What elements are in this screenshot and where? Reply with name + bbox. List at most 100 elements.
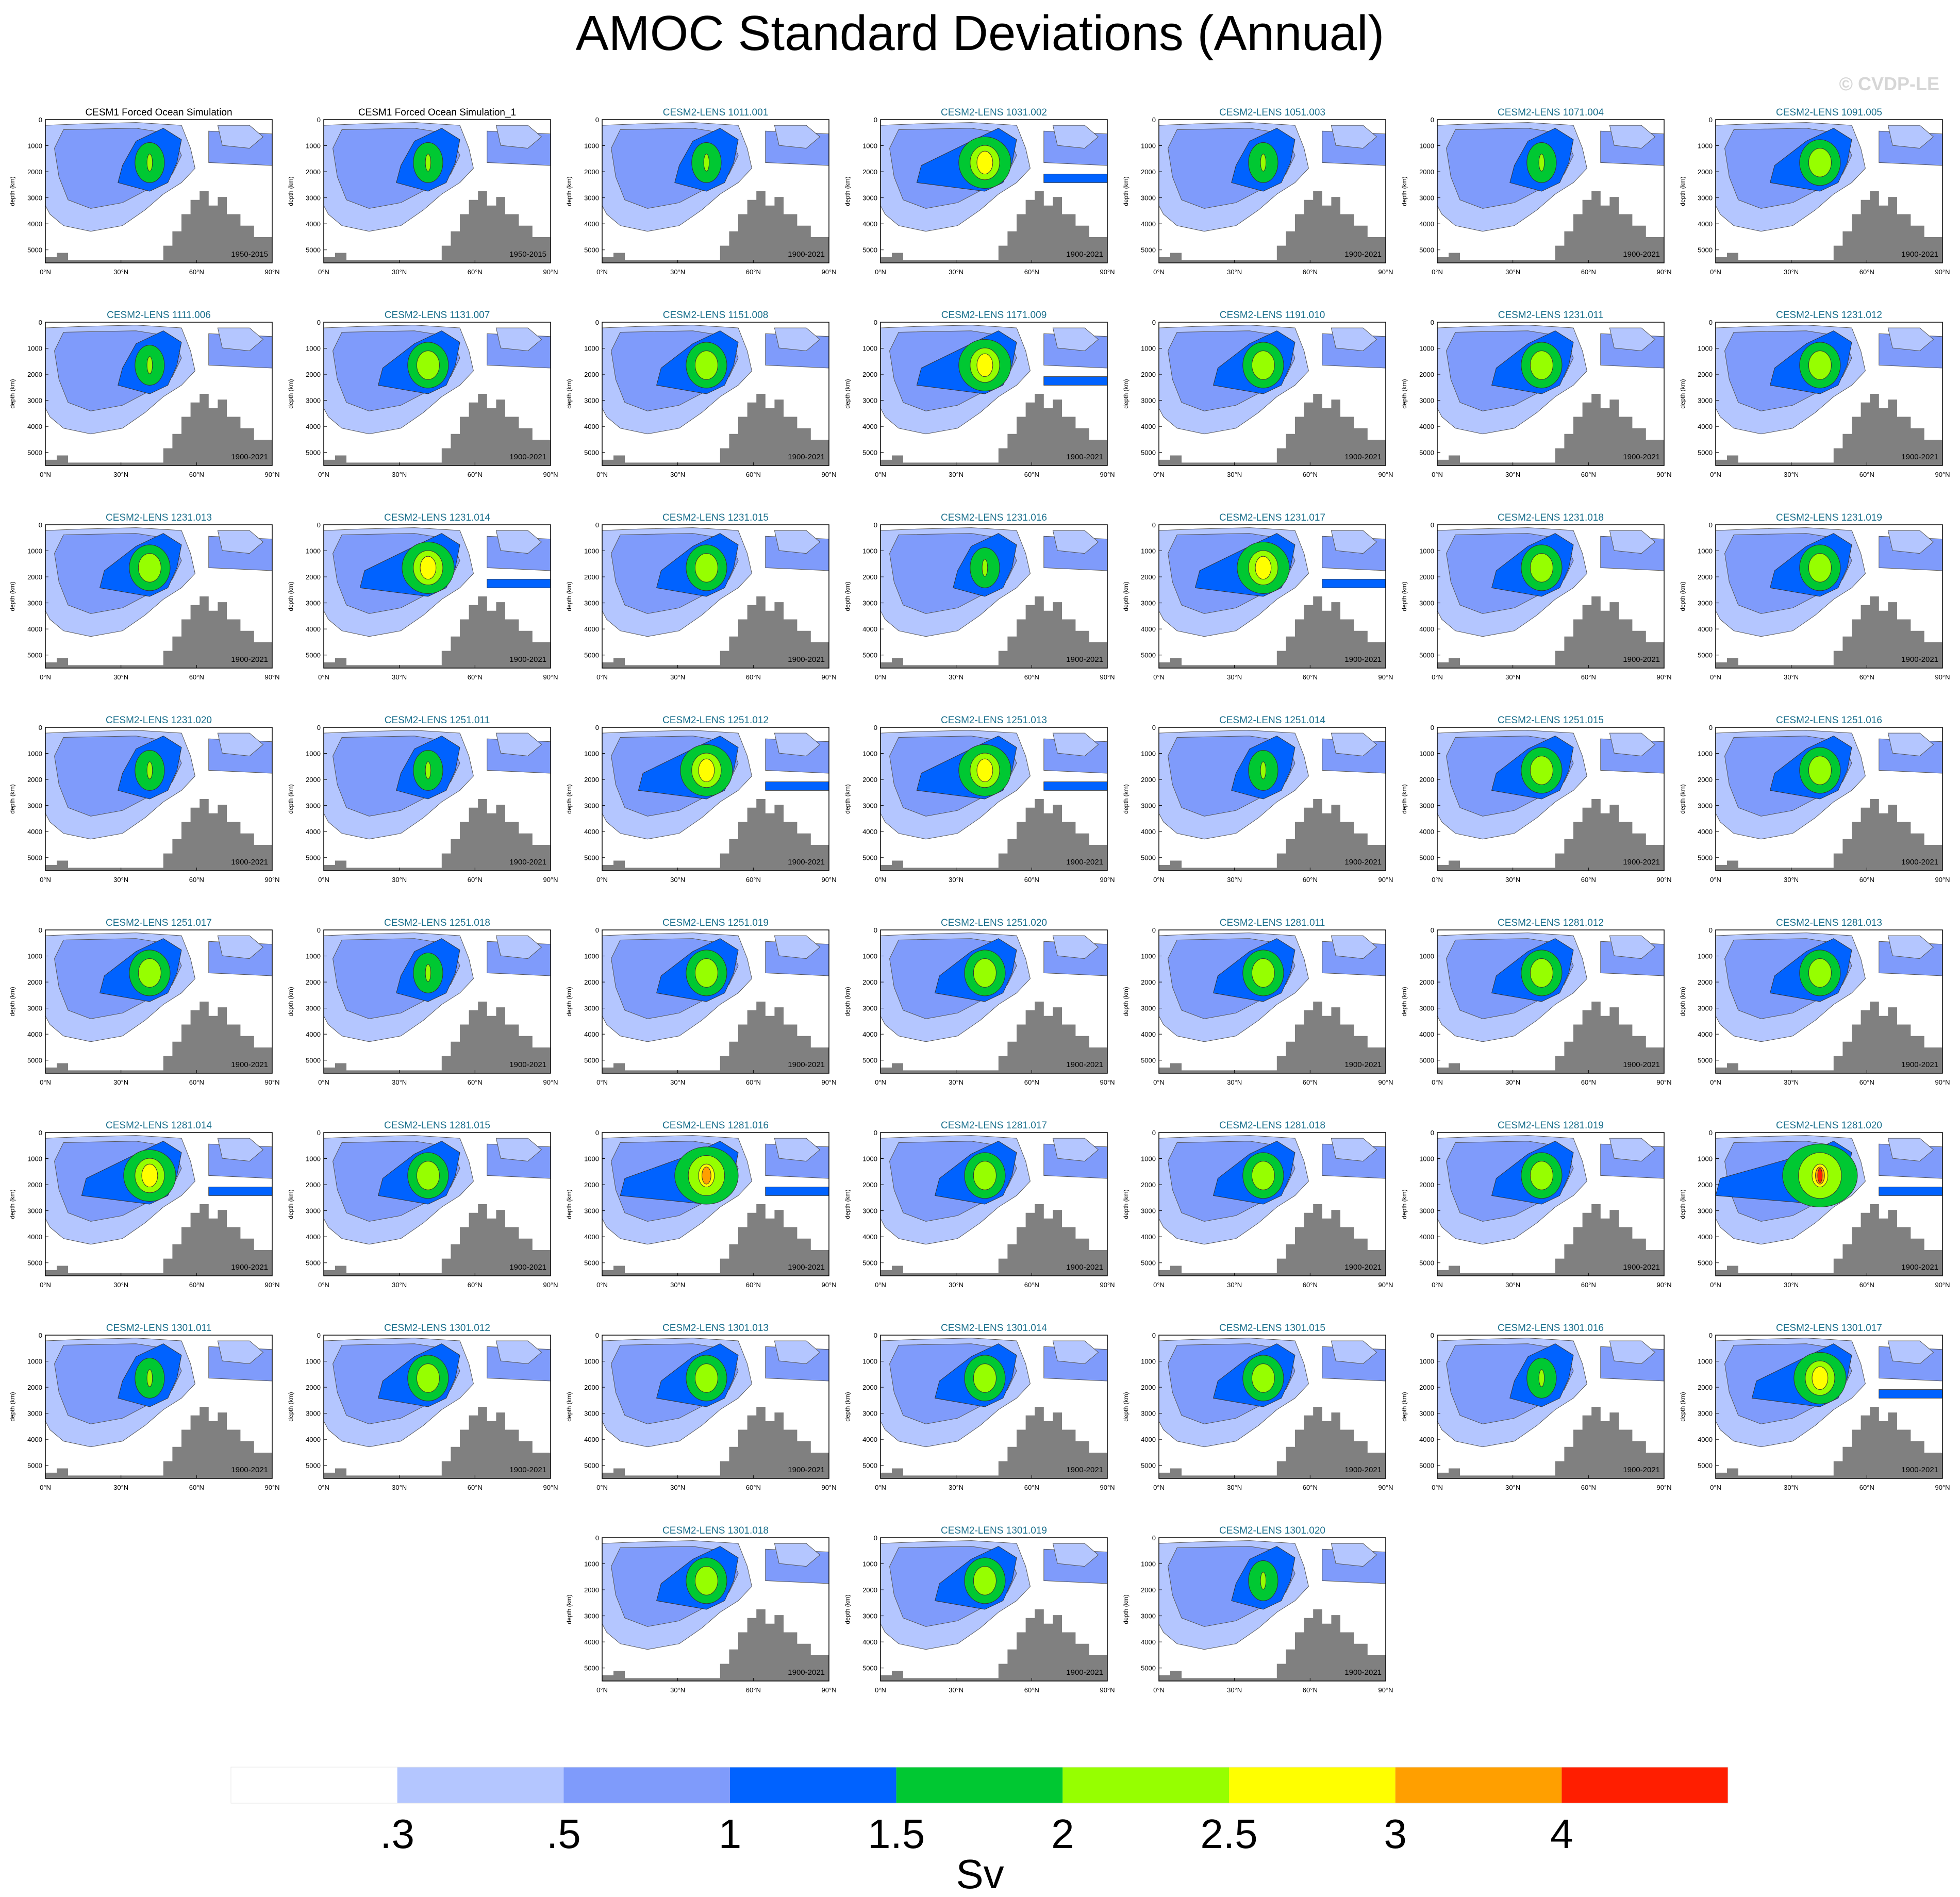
- x-tick-label: 0°N: [318, 471, 329, 478]
- y-tick-label: 2000: [1141, 371, 1156, 378]
- x-tick-label: 90°N: [821, 471, 836, 478]
- y-tick-label: 1000: [27, 953, 42, 960]
- y-tick-label: 4000: [1141, 625, 1156, 633]
- contour-2: [425, 154, 431, 172]
- colorbar-swatch: [730, 1767, 896, 1803]
- x-tick-label: 90°N: [543, 1078, 558, 1086]
- x-tick-label: 0°N: [1710, 471, 1721, 478]
- panel-period: 1900-2021: [788, 250, 825, 259]
- panel-plot-area: [45, 122, 272, 263]
- y-axis-label: depth (km): [9, 379, 16, 408]
- contour-2: [694, 958, 718, 988]
- panel-frame: [1715, 727, 1943, 871]
- y-tick-label: 2000: [306, 168, 321, 176]
- panel: CESM2-LENS 1231.018 1900-2021 0 1000 2000 300…: [1401, 512, 1672, 681]
- contour-north-inner: [495, 125, 542, 149]
- panel-plot-area: [45, 933, 272, 1073]
- y-tick-label: 4000: [306, 1030, 321, 1038]
- x-tick-label: 30°N: [392, 268, 407, 276]
- bathymetry: [881, 1002, 1107, 1073]
- colorbar-label: .5: [546, 1811, 581, 1857]
- y-tick-label: 3000: [27, 1207, 42, 1215]
- y-tick-label: 3000: [862, 1005, 877, 1012]
- contour-2: [425, 761, 431, 779]
- panel: CESM2-LENS 1231.016 1900-2021 0 1000 2000 300…: [844, 512, 1115, 681]
- y-tick-label: 2000: [306, 776, 321, 784]
- bathymetry: [881, 394, 1107, 465]
- y-tick-label: 2000: [862, 168, 877, 176]
- contour-north-inner: [495, 530, 542, 554]
- y-tick-label: 4000: [306, 625, 321, 633]
- y-tick-label: 0: [39, 116, 42, 124]
- y-axis-label: depth (km): [1401, 176, 1408, 206]
- panel-title: CESM2-LENS 1281.011: [1220, 918, 1325, 928]
- x-tick-label: 0°N: [318, 673, 329, 681]
- panel-title: CESM2-LENS 1171.009: [941, 310, 1047, 321]
- x-tick-label: 0°N: [1153, 471, 1165, 478]
- panel-frame: [1715, 322, 1943, 466]
- y-tick-label: 4000: [27, 1233, 42, 1241]
- panel-period: 1900-2021: [1066, 453, 1103, 461]
- y-tick-label: 1000: [1419, 142, 1434, 150]
- x-tick-label: 90°N: [1100, 471, 1115, 478]
- y-tick-label: 2000: [1698, 371, 1713, 378]
- panel-frame: [602, 119, 829, 263]
- x-tick-label: 60°N: [189, 471, 204, 478]
- y-tick-label: 0: [39, 724, 42, 731]
- panel: CESM2-LENS 1231.017 1900-2021 0 1000 2000 300…: [1122, 512, 1393, 681]
- x-tick-label: 90°N: [1378, 471, 1393, 478]
- panel-title: CESM2-LENS 1281.013: [1776, 918, 1882, 928]
- y-tick-label: 3000: [306, 397, 321, 405]
- y-tick-label: 3000: [1698, 600, 1713, 607]
- panel: CESM2-LENS 1251.011 1900-2021 0 1000 2000 300…: [287, 715, 558, 884]
- panel-frame: [880, 322, 1108, 466]
- y-tick-label: 3000: [1419, 802, 1434, 810]
- y-tick-label: 3000: [1141, 194, 1156, 202]
- x-tick-label: 30°N: [670, 1078, 685, 1086]
- panel-period: 1900-2021: [788, 1060, 825, 1069]
- y-tick-label: 4000: [862, 220, 877, 228]
- panel-title: CESM2-LENS 1071.004: [1498, 107, 1604, 118]
- panel-period: 1900-2021: [231, 1263, 268, 1272]
- contour-north-inner: [1609, 125, 1656, 149]
- panel-frame: [602, 322, 829, 466]
- x-tick-label: 30°N: [1227, 268, 1242, 276]
- bathymetry: [45, 1204, 272, 1276]
- panel: CESM2-LENS 1251.016 1900-2021 0 1000 2000 300…: [1679, 715, 1950, 884]
- panel-frame: [1158, 929, 1386, 1074]
- x-tick-label: 60°N: [1024, 876, 1039, 884]
- x-tick-label: 60°N: [189, 268, 204, 276]
- panel-period: 1950-2015: [509, 250, 546, 259]
- contour-1-north: [1043, 376, 1107, 386]
- y-tick-label: 5000: [1141, 854, 1156, 862]
- y-tick-label: 4000: [1419, 220, 1434, 228]
- panel-frame: [1437, 929, 1665, 1074]
- panel: CESM2-LENS 1231.013 1900-2021 0 1000 2000 300…: [9, 512, 280, 681]
- bathymetry: [45, 799, 272, 871]
- x-tick-label: 30°N: [1784, 268, 1799, 276]
- colorbar-swatch: [1062, 1767, 1229, 1803]
- y-tick-label: 1000: [1698, 750, 1713, 758]
- y-tick-label: 5000: [1698, 652, 1713, 659]
- x-tick-label: 30°N: [1505, 1078, 1520, 1086]
- x-tick-label: 30°N: [392, 1078, 407, 1086]
- x-tick-label: 60°N: [1024, 471, 1039, 478]
- y-tick-label: 4000: [584, 625, 599, 633]
- panel: CESM2-LENS 1251.020 1900-2021 0 1000 2000 300…: [844, 918, 1115, 1086]
- y-tick-label: 5000: [584, 854, 599, 862]
- panel-title: CESM2-LENS 1111.006: [107, 310, 211, 321]
- panel-frame: [323, 322, 551, 466]
- y-tick-label: 5000: [1419, 854, 1434, 862]
- x-tick-label: 60°N: [1859, 876, 1874, 884]
- x-tick-label: 0°N: [1432, 1078, 1443, 1086]
- x-tick-label: 60°N: [746, 876, 761, 884]
- y-tick-label: 4000: [1141, 220, 1156, 228]
- x-tick-label: 90°N: [1378, 268, 1393, 276]
- panel-frame: [323, 524, 551, 669]
- y-axis-label: depth (km): [844, 581, 851, 611]
- x-tick-label: 0°N: [1153, 673, 1165, 681]
- x-tick-label: 0°N: [596, 876, 608, 884]
- y-axis-label: depth (km): [9, 581, 16, 611]
- panel: CESM2-LENS 1231.011 1900-2021 0 1000 2000 300…: [1401, 310, 1672, 478]
- colorbar-swatch: [1395, 1767, 1562, 1803]
